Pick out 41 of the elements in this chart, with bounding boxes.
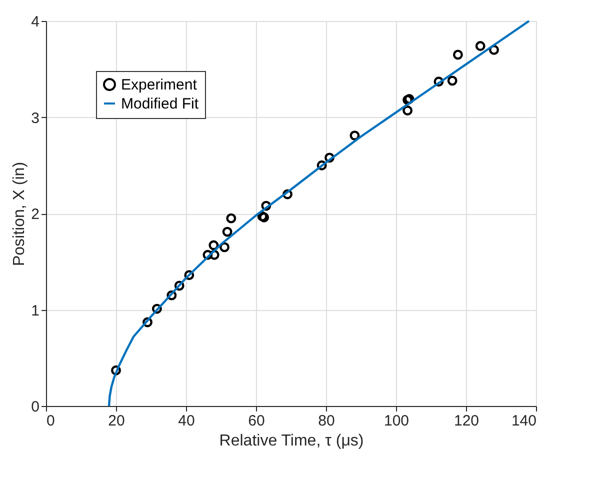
y-tick-label: 2 [31, 206, 40, 223]
point [261, 200, 272, 211]
x-tick-label: 40 [178, 412, 195, 430]
y-axis-title: Position, X (in) [11, 162, 28, 266]
x-tick-label: 80 [318, 412, 335, 430]
point [184, 270, 194, 280]
point [452, 50, 463, 60]
point [226, 213, 236, 224]
point [209, 250, 220, 260]
point [402, 106, 413, 116]
y-tick-label: 0 [31, 398, 40, 416]
x-tick-label: 20 [108, 412, 125, 430]
point [208, 240, 219, 250]
point [324, 152, 334, 163]
point [282, 189, 292, 200]
point [350, 130, 360, 141]
y-tick-label: 1 [31, 302, 40, 320]
point [202, 250, 213, 260]
line-series [108, 20, 530, 408]
x-tick-label: 0 [46, 412, 55, 430]
x-tick-label: 140 [511, 412, 536, 430]
legend-label: Modified Fit [121, 96, 200, 112]
point [142, 317, 152, 328]
y-tick-label: 4 [31, 14, 40, 30]
point [220, 242, 230, 252]
point [222, 226, 232, 237]
x-axis-title: Relative Time, τ (μs) [219, 432, 364, 450]
point [489, 44, 499, 55]
point [174, 280, 184, 291]
y-tick-label: 3 [31, 110, 40, 127]
point [166, 290, 177, 300]
point [447, 76, 458, 86]
x-tick-label: 60 [248, 412, 265, 430]
point [316, 160, 327, 170]
x-tick-label: 100 [384, 412, 410, 430]
point [434, 76, 444, 87]
x-tick-label: 120 [454, 412, 480, 430]
point [111, 365, 121, 376]
legend-label: Experiment [121, 76, 198, 94]
point [475, 41, 486, 51]
point [152, 304, 162, 314]
